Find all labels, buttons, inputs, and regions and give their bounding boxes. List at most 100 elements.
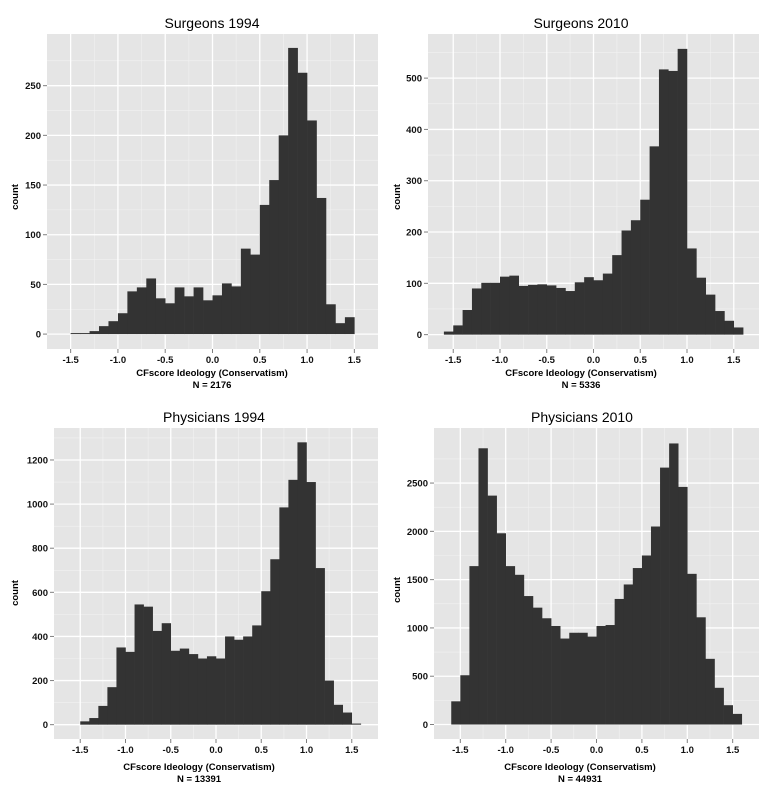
- x-axis-label: CFscore Ideology (Conservatism): [504, 762, 656, 773]
- histogram-bar: [80, 333, 90, 335]
- x-tick-label: 0.5: [634, 355, 648, 366]
- histogram-bar: [179, 648, 190, 725]
- histogram-bar: [116, 647, 126, 725]
- x-tick-label: -1.0: [110, 355, 126, 366]
- histogram-bar: [532, 607, 543, 725]
- histogram-bar: [614, 598, 625, 725]
- histogram-bar: [80, 721, 90, 725]
- panel-title: Surgeons 2010: [534, 15, 629, 31]
- y-axis-label: count: [392, 576, 403, 603]
- x-tick-label: 1.5: [726, 745, 740, 756]
- y-tick-label: 200: [406, 228, 422, 239]
- histogram-bar: [546, 285, 557, 335]
- histogram-bar: [127, 291, 138, 335]
- histogram-bar: [188, 654, 199, 725]
- panel-surgeons-2010: Surgeons 2010 count 0 100 200 300 400 500 -1.…: [392, 15, 759, 391]
- y-tick-label: 2000: [407, 527, 428, 538]
- x-tick-label: -1.5: [62, 355, 79, 366]
- histogram-bar: [184, 296, 194, 335]
- histogram-bar: [523, 596, 534, 725]
- y-tick-label: 100: [25, 230, 41, 241]
- histogram-bar: [660, 467, 670, 725]
- histogram-bar: [259, 204, 270, 335]
- x-tick-label: -1.5: [452, 745, 469, 756]
- y-tick-label: 800: [32, 544, 48, 555]
- histogram-bar: [528, 284, 538, 335]
- histogram-bar: [443, 331, 454, 335]
- histogram-bar: [732, 713, 743, 725]
- x-tick-label: -0.5: [543, 745, 560, 756]
- y-tick-label: 0: [43, 720, 48, 731]
- histogram-bar: [715, 311, 725, 335]
- histogram-bar: [250, 254, 261, 335]
- histogram-bar: [560, 638, 570, 725]
- histogram-bar: [705, 658, 715, 725]
- x-tick-label: 0.0: [209, 745, 222, 756]
- histogram-bar: [155, 298, 166, 335]
- histogram-bar: [269, 180, 279, 335]
- histogram-bar: [669, 443, 679, 725]
- histogram-bar: [297, 442, 307, 725]
- x-tick-label: 0.5: [635, 745, 649, 756]
- y-tick-label: 500: [412, 672, 428, 683]
- histogram-bar: [705, 294, 716, 335]
- x-tick-label: 0.5: [255, 745, 269, 756]
- y-tick-label: 600: [32, 588, 48, 599]
- panel-title: Surgeons 1994: [165, 15, 260, 31]
- x-axis-label: CFscore Ideology (Conservatism): [505, 368, 657, 379]
- histogram-bar: [333, 704, 344, 725]
- histogram-bar: [306, 482, 316, 725]
- panel-surgeons-1994: Surgeons 1994 count 0 50 100 150 200 250 -1.5…: [10, 15, 378, 391]
- histogram-bar: [658, 69, 669, 335]
- histogram-bar: [537, 284, 548, 335]
- histogram-bar: [278, 135, 289, 335]
- histogram-bar: [584, 277, 594, 335]
- histogram-bars: [443, 48, 744, 335]
- x-axis-label: CFscore Ideology (Conservatism): [136, 368, 288, 379]
- x-tick-label: -1.5: [445, 355, 462, 366]
- y-tick-label: 200: [32, 676, 48, 687]
- histogram-bar: [165, 303, 175, 335]
- histogram-bar: [324, 680, 334, 725]
- sample-size-label: N = 2176: [193, 380, 232, 391]
- histogram-bar: [315, 568, 325, 725]
- histogram-bar: [351, 723, 362, 725]
- x-tick-label: 1.0: [300, 745, 313, 756]
- histogram-bar: [724, 320, 735, 335]
- histogram-bar: [193, 287, 204, 335]
- histogram-bar: [487, 495, 497, 725]
- histogram-bar: [641, 555, 652, 725]
- histogram-bar: [574, 282, 585, 335]
- x-tick-label: 1.5: [348, 355, 362, 366]
- histogram-bar: [460, 675, 470, 725]
- y-axis-ticks: 0 50 100 150 200 250: [25, 81, 47, 341]
- histogram-bar: [216, 658, 226, 725]
- histogram-bar: [212, 295, 223, 335]
- histogram-bar: [649, 146, 660, 335]
- x-tick-label: 1.0: [300, 355, 313, 366]
- histogram-bar: [143, 606, 153, 725]
- y-tick-label: 100: [406, 279, 422, 290]
- y-axis-ticks: 0 500 1000 1500 2000 2500: [407, 479, 434, 731]
- x-tick-label: 0.5: [253, 355, 267, 366]
- histogram-bar: [542, 618, 552, 725]
- histogram-bar: [621, 230, 632, 335]
- histogram-bar: [136, 287, 147, 335]
- x-axis-ticks: -1.5 -1.0 -0.5 0.0 0.5 1.0 1.5: [72, 739, 359, 756]
- y-tick-label: 1000: [407, 623, 428, 634]
- x-tick-label: -1.0: [492, 355, 508, 366]
- x-tick-label: 1.5: [727, 355, 741, 366]
- histogram-bar: [117, 313, 128, 335]
- y-tick-label: 1000: [27, 500, 48, 511]
- histogram-bar: [478, 448, 488, 725]
- histogram-bar: [499, 276, 510, 335]
- histogram-bar: [556, 287, 566, 335]
- y-tick-label: 250: [25, 81, 41, 92]
- histogram-bar: [307, 120, 317, 335]
- y-tick-label: 1200: [27, 455, 48, 466]
- histogram-bar: [344, 317, 355, 335]
- histogram-bar: [234, 639, 244, 725]
- histogram-bar: [146, 278, 157, 335]
- histogram-bar: [221, 283, 232, 335]
- histogram-bar: [70, 333, 81, 335]
